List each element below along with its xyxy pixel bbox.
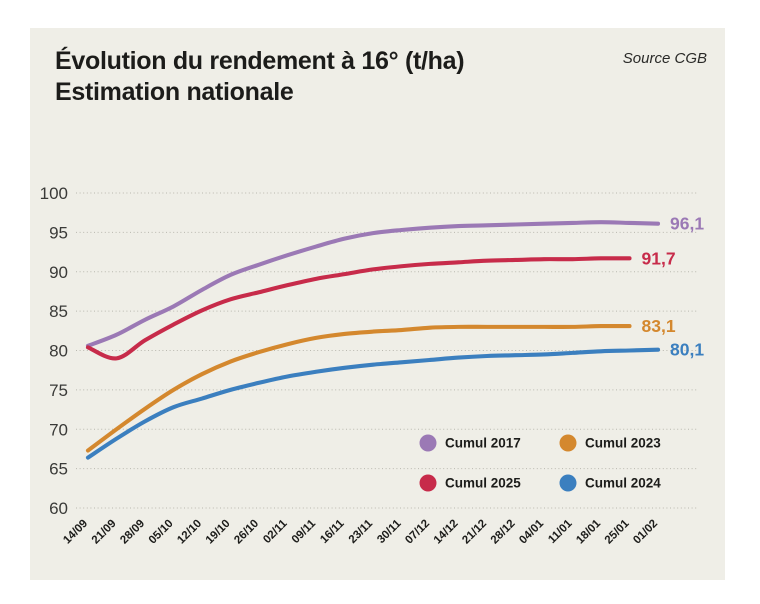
legend-item: Cumul 2025 [419,474,521,492]
legend-swatch-icon [419,434,437,452]
y-axis-tick-label: 65 [49,460,68,479]
end-value-label-cumul-2024: 80,1 [670,340,704,360]
x-axis-tick-label: 19/10 [204,518,233,547]
end-value-labels-group: 96,1 91,7 83,1 80,1 [642,214,705,360]
x-axis-tick-label: 21/12 [460,518,489,547]
page-title-line-1: Évolution du rendement à 16° (t/ha) [55,47,465,75]
legend-item-label: Cumul 2017 [445,436,521,451]
x-axis-tick-label: 04/01 [517,517,546,546]
x-axis-tick-label: 28/09 [118,518,147,547]
end-value-label-cumul-2025: 91,7 [642,248,676,268]
y-axis-tick-label: 70 [49,420,68,439]
title-block: Évolution du rendement à 16° (t/ha) Esti… [55,46,495,109]
chart-panel: Évolution du rendement à 16° (t/ha) Esti… [30,28,725,580]
x-axis-tick-label: 09/11 [290,517,319,546]
series-line-cumul-2017 [85,220,661,348]
legend-item-label: Cumul 2023 [585,436,661,451]
x-axis-tick-label: 12/10 [175,518,204,547]
legend-swatch-icon [559,434,577,452]
legend-item: Cumul 2023 [559,434,661,452]
y-axis-tick-label: 95 [49,223,68,242]
legend-item-label: Cumul 2025 [445,476,521,491]
series-line-cumul-2024 [85,347,661,460]
legend-swatch-icon [559,474,577,492]
chart-legend: Cumul 2017 Cumul 2023 Cumul 2025 Cumul 2024 [419,434,661,492]
series-line-cumul-2023 [85,323,632,453]
source-attribution: Source CGB [622,50,707,67]
y-axis-tick-label: 85 [49,302,68,321]
x-axis-tick-label: 16/11 [318,517,347,546]
x-axis-tick-label: 21/09 [90,518,119,547]
x-axis-tick-label: 01/02 [631,518,660,547]
y-axis-tick-label: 75 [49,381,68,400]
y-axis-tick-label: 100 [40,184,68,203]
x-axis-tick-label: 26/10 [232,518,261,547]
line-chart: 100 95 90 85 80 75 70 65 60 14/09 21/09 28/09 05/10… [40,184,705,546]
legend-swatch-icon [419,474,437,492]
x-axis-tick-label: 14/12 [432,518,461,547]
x-axis-tick-label: 07/12 [403,518,432,547]
x-axis-tick-label: 28/12 [489,518,518,547]
y-axis-tick-label: 60 [49,499,68,518]
y-axis-tick-label: 80 [49,342,68,361]
end-value-label-cumul-2023: 83,1 [642,316,676,336]
x-axis-tick-label: 25/01 [603,517,632,546]
legend-item: Cumul 2024 [559,474,661,492]
page-title-line-2: Estimation nationale [55,78,294,107]
end-value-label-cumul-2017: 96,1 [670,214,704,234]
y-axis-labels-group: 100 95 90 85 80 75 70 65 60 [40,184,68,518]
legend-item: Cumul 2017 [419,434,521,452]
x-axis-tick-label: 23/11 [347,517,376,546]
series-lines-group [85,220,661,460]
x-axis-tick-label: 30/11 [375,517,404,546]
y-axis-tick-label: 90 [49,263,68,282]
series-line-cumul-2025 [85,256,632,361]
legend-item-label: Cumul 2024 [585,476,661,491]
x-axis-tick-label: 02/11 [261,517,290,546]
x-axis-tick-label: 05/10 [147,518,176,547]
x-axis-labels-group: 14/09 21/09 28/09 05/10 12/10 19/10 26/10 02/11… [61,517,660,546]
x-axis-tick-label: 18/01 [574,517,603,546]
x-axis-tick-label: 11/01 [546,517,575,546]
x-axis-tick-label: 14/09 [61,518,90,547]
